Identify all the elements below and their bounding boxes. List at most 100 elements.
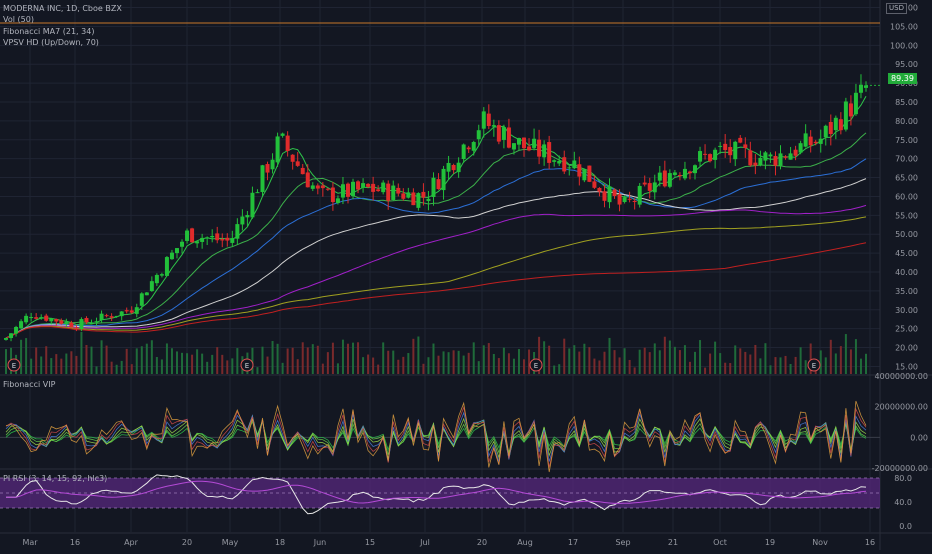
volume-bar <box>65 353 68 374</box>
earnings-marker <box>807 358 821 372</box>
volume-bar <box>678 350 681 374</box>
volume-bar <box>849 349 852 374</box>
candle-body <box>592 181 597 188</box>
volume-bar <box>45 346 48 374</box>
y-tick-label: 85.00 <box>895 98 918 107</box>
x-tick-label: Nov <box>812 538 828 547</box>
volume-bar <box>105 345 108 374</box>
candle-body <box>139 293 144 306</box>
volume-bar <box>256 367 259 374</box>
candle-body <box>818 138 823 144</box>
volume-bar <box>558 364 561 374</box>
volume-bar <box>799 347 802 374</box>
volume-bar <box>683 345 686 374</box>
candle-body <box>54 318 59 322</box>
volume-bar <box>608 337 611 374</box>
candle-body <box>411 192 416 206</box>
candle-body <box>381 182 386 193</box>
candle-body <box>793 149 798 156</box>
candle-body <box>763 152 768 161</box>
volume-bar <box>175 351 178 374</box>
x-tick-label: May <box>222 538 239 547</box>
candle-body <box>245 215 250 218</box>
candle-body <box>677 174 682 176</box>
candle-body <box>516 137 521 145</box>
candle-body <box>738 137 743 143</box>
candle-body <box>446 162 451 172</box>
x-tick-label: Jun <box>313 538 327 547</box>
vip-line <box>5 414 867 459</box>
candle-body <box>371 183 376 192</box>
candle-body <box>154 274 159 284</box>
volume-bar <box>211 354 214 374</box>
x-tick-label: 20 <box>477 538 487 547</box>
moving-average-line <box>5 95 867 339</box>
y-tick-label: 40.00 <box>895 268 918 277</box>
vip-legend[interactable]: Fibonacci VIP <box>3 380 56 389</box>
volume-bar <box>90 346 93 374</box>
ma-legend[interactable]: Fibonacci MA7 (21, 34) <box>3 27 95 36</box>
currency-badge[interactable]: USD <box>886 3 907 14</box>
candle-body <box>315 185 320 189</box>
candle-body <box>798 143 803 153</box>
candle-body <box>250 192 255 218</box>
candle-body <box>778 153 783 166</box>
x-tick-label: 19 <box>765 538 775 547</box>
moving-average-line <box>5 204 867 339</box>
volume-bar <box>125 348 128 374</box>
candle-body <box>9 333 14 339</box>
rsi-legend[interactable]: PI RSI (3, 14, 15, 92, hlc3) <box>3 474 108 483</box>
y-tick-label: 105.00 <box>890 22 918 31</box>
y-tick-label: 80.00 <box>895 117 918 126</box>
volume-bar <box>85 344 88 374</box>
candle-body <box>376 189 381 192</box>
volume-legend[interactable]: Vol (50) <box>3 15 34 24</box>
volume-bar <box>80 331 83 374</box>
symbol-legend[interactable]: MODERNA INC, 1D, Cboe BZX <box>3 4 122 13</box>
volume-bar <box>422 363 425 374</box>
volume-bar <box>196 349 199 374</box>
candle-body <box>753 162 758 166</box>
candle-body <box>305 172 310 188</box>
volume-bar <box>150 340 153 374</box>
volume-bar <box>749 354 752 374</box>
vpsv-legend[interactable]: VPSV HD (Up/Down, 70) <box>3 38 99 47</box>
candle-body <box>783 156 788 158</box>
y-tick-label: 65.00 <box>895 174 918 183</box>
volume-bar <box>261 346 264 374</box>
candle-body <box>451 164 456 171</box>
volume-bar <box>724 362 727 374</box>
volume-bar <box>804 360 807 374</box>
candle-body <box>361 183 366 188</box>
volume-bar <box>633 367 636 374</box>
volume-bar <box>658 350 661 374</box>
candle-body <box>421 191 426 198</box>
x-tick-label: Sep <box>615 538 630 547</box>
volume-bar <box>704 367 707 374</box>
volume-bar <box>346 343 349 374</box>
candle-body <box>225 237 230 241</box>
x-tick-label: 17 <box>568 538 578 547</box>
volume-bar <box>593 358 596 374</box>
volume-bar <box>774 357 777 374</box>
volume-bar <box>512 358 515 374</box>
candle-body <box>94 321 99 323</box>
candle-body <box>647 183 652 191</box>
candle-body <box>682 168 687 179</box>
volume-bar <box>573 345 576 374</box>
candle-body <box>351 181 356 197</box>
x-tick-label: Oct <box>713 538 727 547</box>
candle-body <box>270 159 275 170</box>
candle-body <box>853 92 858 115</box>
candle-body <box>607 186 612 203</box>
volume-bar <box>457 350 460 374</box>
rsi-y-tick-label: 80.0 <box>894 474 912 483</box>
volume-bar <box>583 343 586 374</box>
volume-bar <box>623 348 626 374</box>
candle-body <box>195 241 200 244</box>
volume-bar <box>397 359 400 374</box>
volume-bar <box>739 348 742 374</box>
volume-bar <box>467 352 470 374</box>
